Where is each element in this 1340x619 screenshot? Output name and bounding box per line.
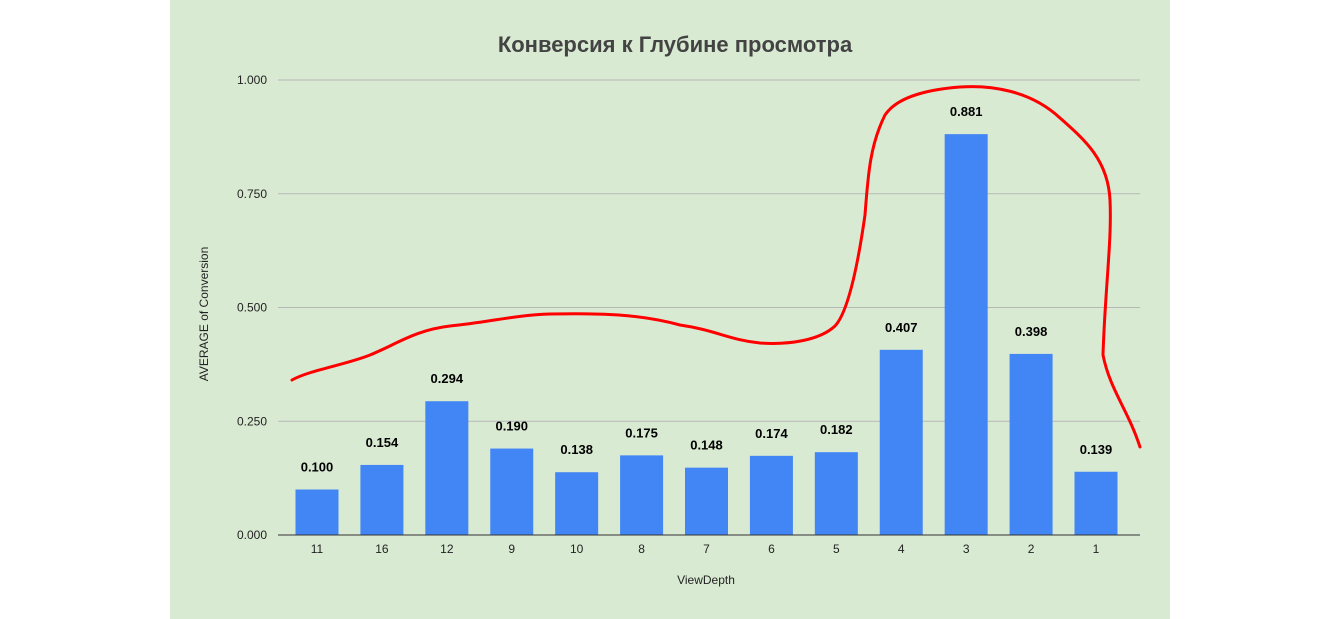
data-label: 0.407 xyxy=(885,320,918,335)
y-axis-ticks: 0.000 0.250 0.500 0.750 1.000 xyxy=(237,73,267,542)
x-tick-label: 10 xyxy=(570,542,584,556)
x-tick-label: 6 xyxy=(768,542,775,556)
y-axis-title: AVERAGE of Conversion xyxy=(197,247,211,382)
data-label: 0.881 xyxy=(950,104,983,119)
data-label: 0.100 xyxy=(301,460,334,475)
x-tick-label: 4 xyxy=(898,542,905,556)
chart-panel: Конверсия к Глубине просмотра 0.000 0.250… xyxy=(170,0,1170,619)
data-label: 0.148 xyxy=(690,438,723,453)
y-tick-label: 0.750 xyxy=(237,187,267,201)
y-tick-label: 0.500 xyxy=(237,301,267,315)
data-label: 0.182 xyxy=(820,422,853,437)
x-tick-label: 16 xyxy=(375,542,389,556)
x-axis-title: ViewDepth xyxy=(677,573,735,587)
x-tick-label: 7 xyxy=(703,542,710,556)
gridlines xyxy=(278,79,1140,422)
data-label: 0.398 xyxy=(1015,324,1048,339)
x-tick-label: 8 xyxy=(638,542,645,556)
bar-16 xyxy=(360,464,404,535)
bar-8 xyxy=(620,455,664,535)
bar-4 xyxy=(879,349,923,535)
bar-9 xyxy=(490,448,534,535)
data-label: 0.190 xyxy=(495,419,528,434)
bar-5 xyxy=(814,452,858,535)
bar-3 xyxy=(944,134,988,535)
bars xyxy=(295,134,1118,535)
x-axis-ticks: 11 16 12 9 10 8 7 6 5 4 3 2 1 xyxy=(311,542,1100,556)
x-tick-label: 3 xyxy=(963,542,970,556)
bar-10 xyxy=(555,472,599,535)
data-label: 0.294 xyxy=(431,371,464,386)
x-tick-label: 12 xyxy=(440,542,454,556)
y-tick-label: 1.000 xyxy=(237,73,267,87)
data-label: 0.139 xyxy=(1080,442,1113,457)
bar-7 xyxy=(685,467,728,535)
x-tick-label: 5 xyxy=(833,542,840,556)
bar-2 xyxy=(1009,353,1053,535)
data-label: 0.174 xyxy=(755,426,788,441)
y-tick-label: 0.000 xyxy=(237,528,267,542)
chart-title: Конверсия к Глубине просмотра xyxy=(498,32,853,57)
x-tick-label: 11 xyxy=(311,542,324,556)
bar-12 xyxy=(425,401,469,535)
bar-6 xyxy=(749,455,793,535)
data-label: 0.154 xyxy=(366,435,399,450)
hand-drawn-annotation-curve xyxy=(290,85,1142,449)
y-tick-label: 0.250 xyxy=(237,414,267,428)
x-tick-label: 2 xyxy=(1028,542,1035,556)
data-labels: 0.100 0.154 0.294 0.190 0.138 0.175 0.148 0.174… xyxy=(301,104,1113,474)
bar-chart: Конверсия к Глубине просмотра 0.000 0.250… xyxy=(197,32,1142,587)
data-label: 0.138 xyxy=(560,442,593,457)
x-tick-label: 9 xyxy=(508,542,515,556)
bar-1 xyxy=(1074,471,1118,535)
bar-11 xyxy=(295,489,339,535)
x-tick-label: 1 xyxy=(1093,542,1100,556)
data-label: 0.175 xyxy=(625,425,658,440)
